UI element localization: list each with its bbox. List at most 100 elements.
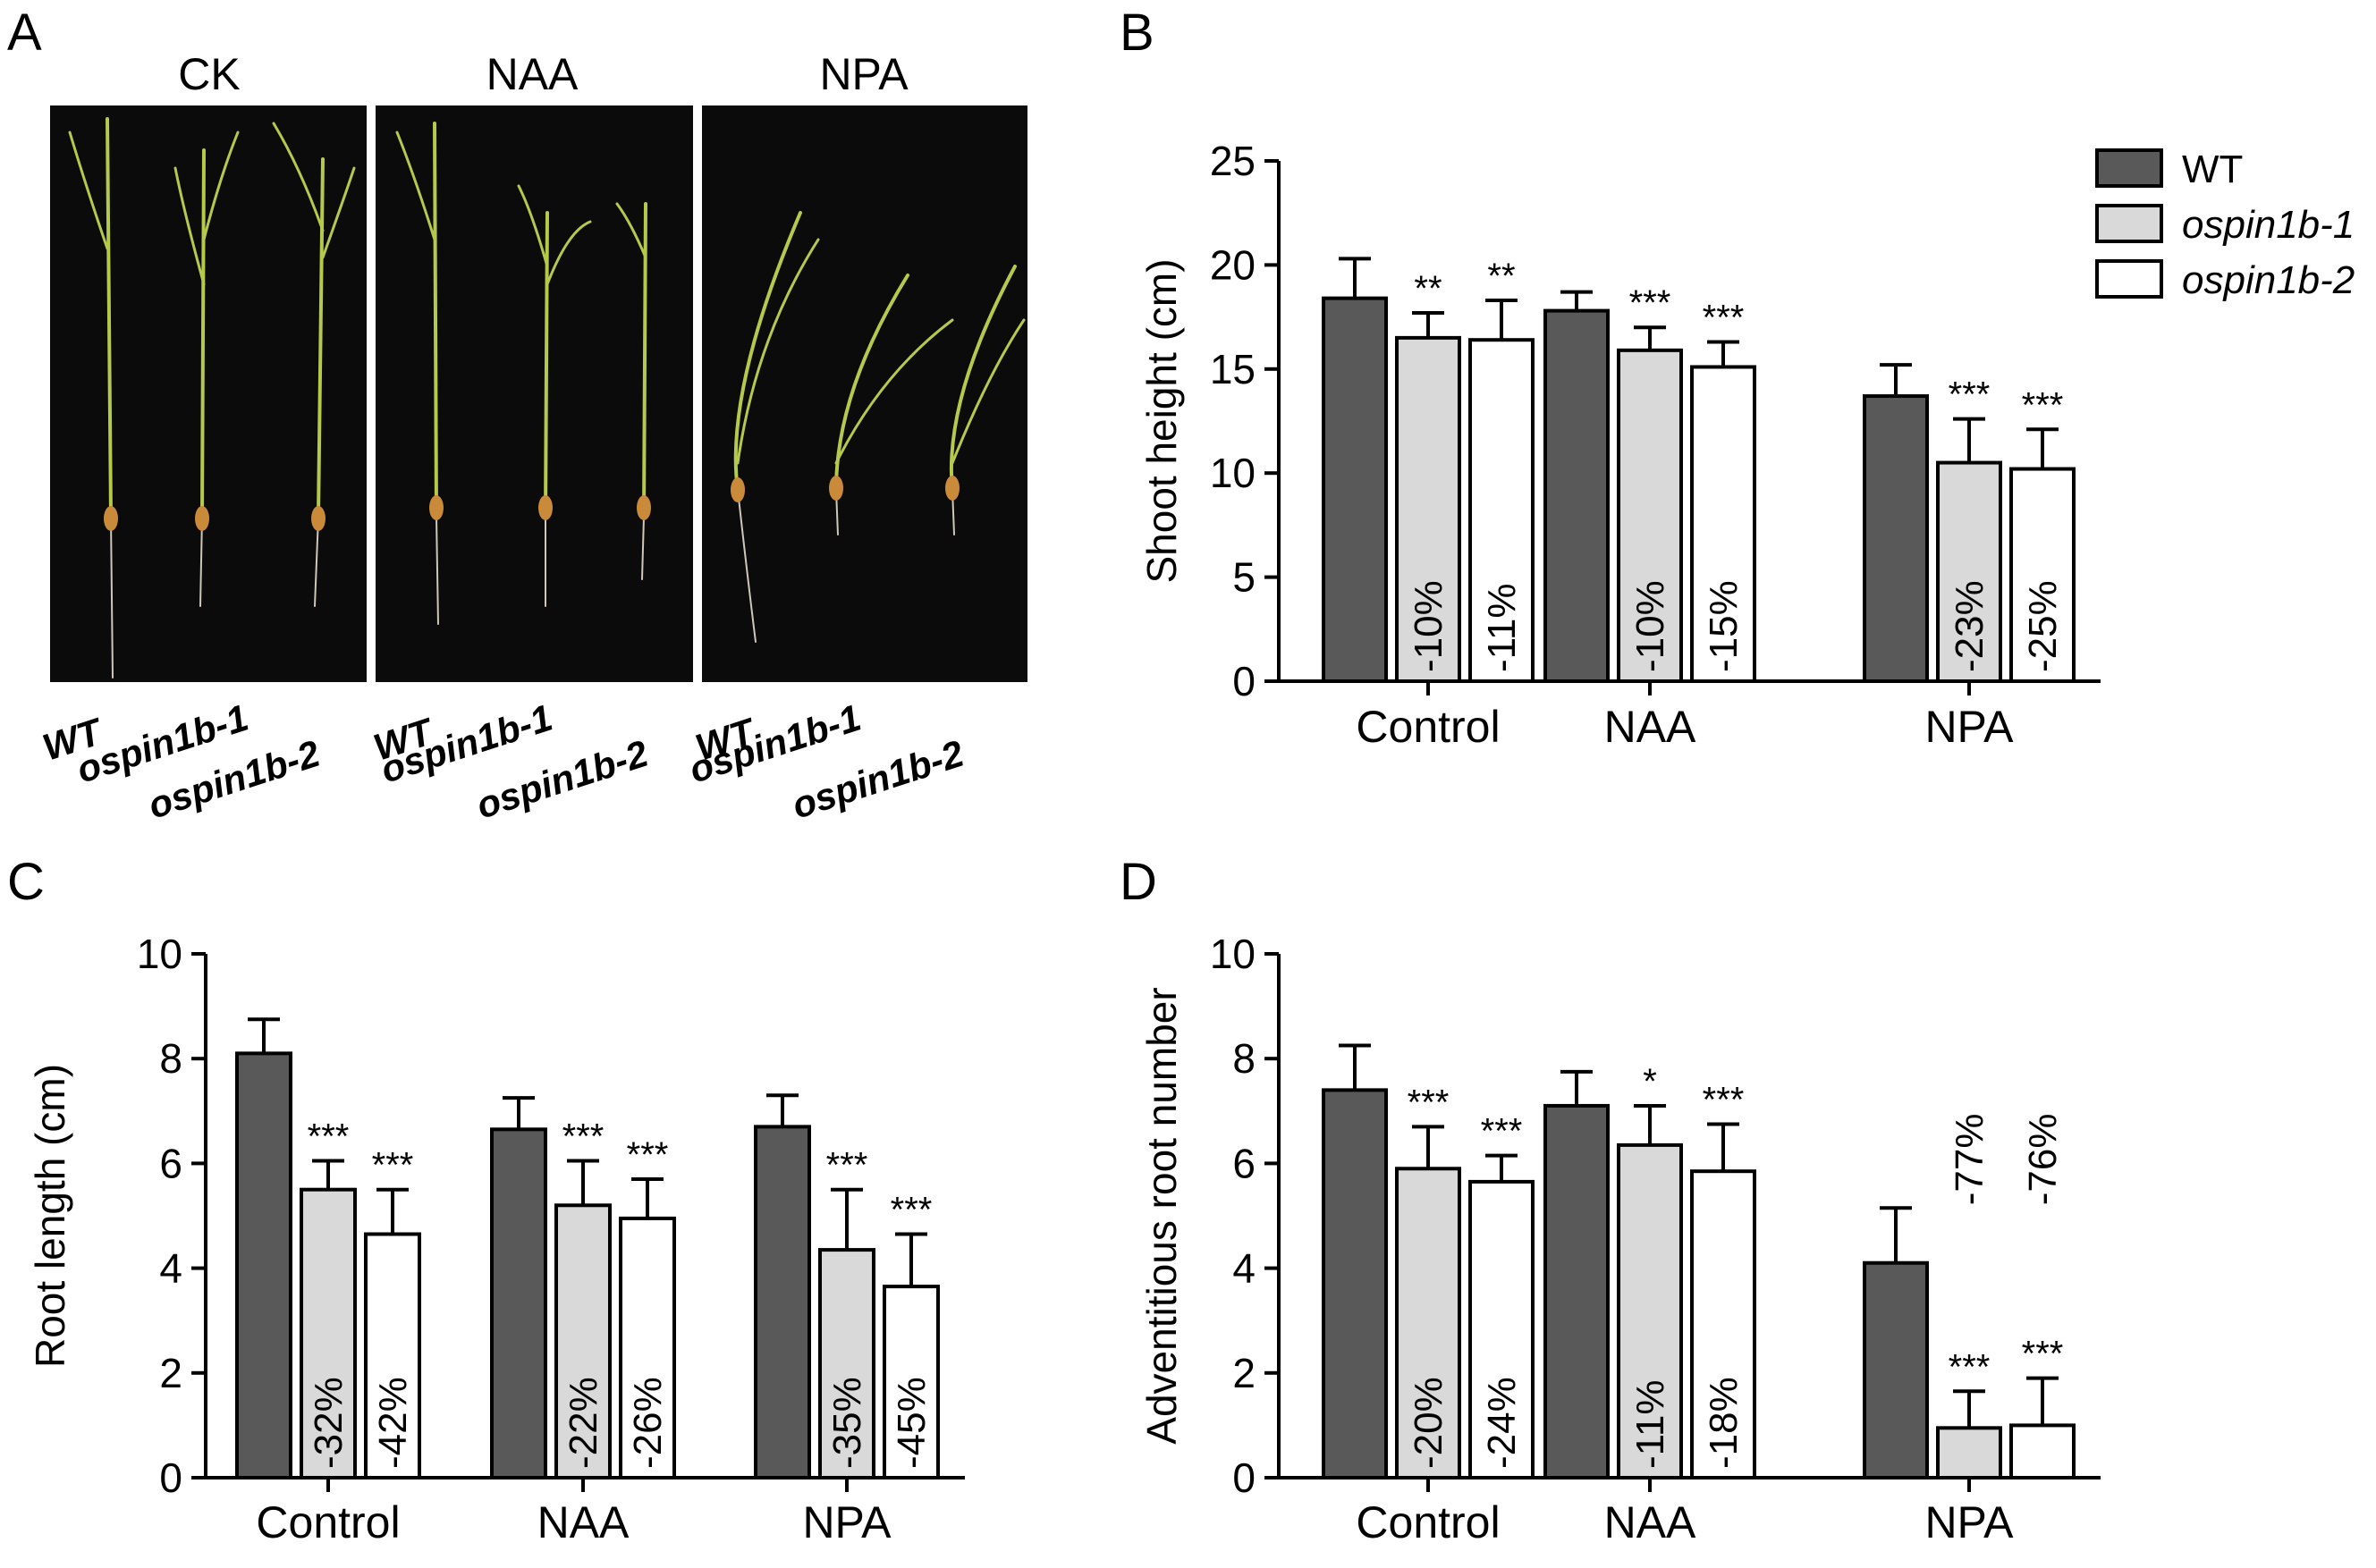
legend-label: WT [2182, 148, 2243, 191]
significance-d: *** [1408, 1083, 1450, 1122]
y-tick-label-d: 2 [1232, 1350, 1256, 1396]
x-tick-label-b: NPA [1924, 702, 2014, 752]
y-tick-label-b: 5 [1232, 554, 1256, 601]
photo-ck [50, 105, 367, 682]
bar-c [619, 1216, 676, 1480]
bar-d [1936, 1426, 2002, 1479]
bar-d [1322, 1088, 1388, 1479]
bar-c [490, 1127, 547, 1480]
photo-npa [702, 105, 1027, 682]
y-tick-label-d: 6 [1232, 1140, 1256, 1186]
bar-b [2009, 467, 2076, 683]
legend-label: ospin1b-2 [2182, 258, 2355, 302]
bar-b [1617, 348, 1683, 683]
y-tick-label-c: 2 [159, 1350, 182, 1396]
significance-c: *** [562, 1117, 605, 1156]
percent-change-b: -15% [1702, 580, 1746, 672]
legend-swatch [2095, 259, 2163, 299]
bar-c [235, 1051, 292, 1479]
x-tick-label-d: NAA [1604, 1497, 1696, 1547]
percent-change-b: -10% [1628, 580, 1672, 672]
percent-change-d: -76% [2021, 1114, 2065, 1206]
panel-label-c: C [7, 853, 45, 911]
percent-change-b: -10% [1407, 580, 1450, 672]
percent-change-d: -24% [1480, 1377, 1524, 1469]
y-tick-label-b: 25 [1210, 138, 1256, 184]
panel-label-a: A [7, 4, 42, 62]
legend-swatch [2095, 148, 2163, 188]
x-tick-label-c: Control [256, 1497, 400, 1547]
percent-change-d: -77% [1948, 1114, 1991, 1206]
y-axis-label-b: Shoot height (cm) [1138, 258, 1185, 583]
significance-b: *** [1629, 283, 1671, 323]
significance-b: *** [1703, 299, 1745, 338]
bar-b [1690, 365, 1756, 683]
y-tick-label-b: 0 [1232, 658, 1256, 704]
significance-c: *** [372, 1146, 414, 1185]
bar-d [1395, 1167, 1461, 1479]
significance-d: *** [1703, 1080, 1745, 1119]
y-tick-label-c: 0 [159, 1454, 182, 1501]
y-tick-label-d: 10 [1210, 931, 1256, 977]
y-tick-label-b: 10 [1210, 450, 1256, 496]
bar-c [364, 1232, 421, 1479]
significance-c: *** [627, 1135, 669, 1175]
condition-label-npa: NPA [819, 49, 909, 99]
significance-c: *** [826, 1146, 868, 1185]
significance-b: *** [1949, 375, 1991, 415]
seedlings-naa [395, 122, 651, 625]
percent-change-c: -45% [890, 1377, 934, 1469]
y-tick-label-d: 8 [1232, 1035, 1256, 1082]
percent-change-c: -32% [307, 1377, 351, 1469]
y-axis-label-d: Adventitious root number [1138, 987, 1185, 1444]
percent-change-b: -25% [2021, 580, 2065, 672]
bar-d [1617, 1142, 1683, 1479]
significance-c: *** [891, 1191, 933, 1230]
seedlings-ck [68, 117, 356, 679]
bar-b [1863, 394, 1929, 683]
bar-b [1395, 335, 1461, 683]
x-tick-label-b: NAA [1604, 702, 1696, 752]
bar-b [1468, 338, 1535, 683]
y-tick-label-d: 4 [1232, 1245, 1256, 1292]
x-tick-label-b: Control [1356, 702, 1500, 752]
y-tick-label-b: 20 [1210, 241, 1256, 288]
y-tick-label-b: 15 [1210, 346, 1256, 392]
percent-change-c: -35% [825, 1377, 869, 1469]
condition-label-naa: NAA [486, 49, 579, 99]
bar-c [554, 1203, 612, 1480]
y-tick-label-d: 0 [1232, 1454, 1256, 1501]
x-tick-label-d: NPA [1924, 1497, 2014, 1547]
bar-c [818, 1248, 875, 1479]
bar-d [2009, 1423, 2076, 1480]
significance-d: *** [2022, 1335, 2064, 1374]
percent-change-b: -23% [1948, 580, 1991, 672]
bar-d [1863, 1260, 1929, 1479]
panel-label-d: D [1120, 853, 1157, 911]
x-tick-label-d: Control [1356, 1497, 1500, 1547]
bar-c [754, 1125, 811, 1479]
y-tick-label-c: 8 [159, 1035, 182, 1082]
significance-c: *** [308, 1117, 350, 1156]
condition-label-ck: CK [178, 49, 241, 99]
percent-change-d: -18% [1702, 1377, 1746, 1469]
bar-d [1468, 1179, 1535, 1480]
percent-change-d: -20% [1407, 1377, 1450, 1469]
seedlings-npa [731, 211, 1026, 643]
legend-swatch [2095, 204, 2163, 243]
photo-naa [376, 105, 693, 682]
bar-c [883, 1285, 940, 1479]
bar-b [1936, 460, 2002, 683]
significance-b: ** [1414, 269, 1442, 308]
bar-b [1322, 296, 1388, 683]
panel-label-b: B [1120, 4, 1154, 62]
bar-d [1543, 1103, 1610, 1479]
significance-d: * [1643, 1062, 1657, 1101]
y-axis-label-c: Root length (cm) [27, 1064, 73, 1368]
significance-b: ** [1487, 257, 1515, 296]
scale-bar [1036, 570, 1044, 660]
y-tick-label-c: 6 [159, 1140, 182, 1186]
percent-change-c: -22% [562, 1377, 605, 1469]
legend-label: ospin1b-1 [2182, 203, 2355, 247]
